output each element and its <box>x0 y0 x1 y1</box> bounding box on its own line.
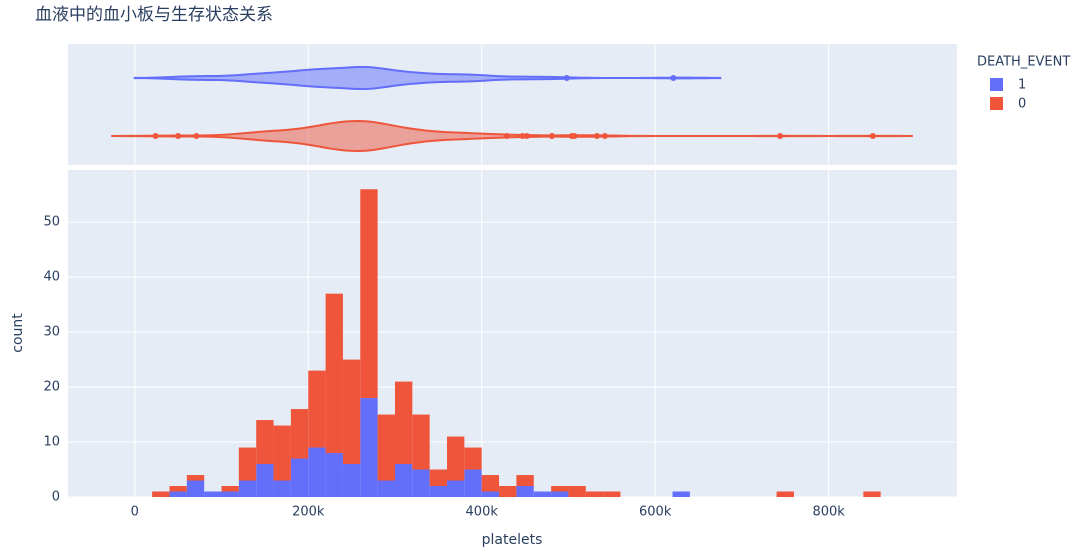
bar <box>308 447 326 497</box>
violin <box>133 65 722 91</box>
bar <box>256 420 274 465</box>
bar <box>377 414 395 481</box>
x-tick-label: 0 <box>131 505 139 520</box>
bar <box>516 486 534 497</box>
bar <box>394 464 413 497</box>
y-tick-label: 20 <box>43 380 60 395</box>
legend-label[interactable]: 1 <box>1018 78 1026 93</box>
bar <box>776 491 794 497</box>
violin-point <box>152 133 159 139</box>
bar <box>325 293 343 454</box>
bar <box>169 486 187 492</box>
bar <box>360 189 378 399</box>
legend-swatch[interactable] <box>990 97 1003 110</box>
bar <box>863 491 881 497</box>
bar <box>325 453 343 497</box>
bar <box>516 475 534 487</box>
bar <box>464 469 482 497</box>
y-tick-label: 30 <box>43 325 60 340</box>
violin-point <box>503 133 510 139</box>
y-tick-label: 50 <box>43 215 60 230</box>
bar <box>273 480 291 497</box>
bar <box>186 480 205 497</box>
bar <box>429 469 448 487</box>
bar <box>186 475 205 481</box>
bar <box>568 486 586 497</box>
bar <box>429 486 448 497</box>
violin-point <box>519 133 526 139</box>
bar <box>256 464 274 497</box>
bar <box>412 469 430 497</box>
bar <box>394 381 413 465</box>
violin-point <box>523 133 530 139</box>
bar <box>377 480 395 497</box>
y-tick-label: 40 <box>43 270 60 285</box>
y-tick-label: 0 <box>52 490 60 505</box>
violin-point <box>594 133 601 139</box>
bar <box>204 491 222 497</box>
bar <box>169 491 187 497</box>
bar <box>481 491 500 497</box>
x-tick-label: 400k <box>466 505 499 520</box>
bar <box>342 464 361 497</box>
bar <box>447 436 465 481</box>
x-axis-label: platelets <box>482 532 543 548</box>
bar <box>238 447 257 481</box>
violin-point <box>193 133 200 139</box>
bar <box>464 447 482 470</box>
bar <box>603 491 621 497</box>
x-tick-label: 600k <box>639 505 672 520</box>
bar <box>290 409 309 459</box>
chart-title: 血液中的血小板与生存状态关系 <box>35 5 273 25</box>
violin-point <box>777 133 784 139</box>
bar <box>499 486 517 497</box>
x-tick-label: 200k <box>292 505 325 520</box>
bar <box>585 491 604 497</box>
bar <box>342 359 361 465</box>
legend-label[interactable]: 0 <box>1018 97 1026 112</box>
plot-bg <box>68 170 957 497</box>
violin-point <box>175 133 182 139</box>
legend-title: DEATH_EVENT <box>977 55 1070 70</box>
bar <box>238 480 257 497</box>
y-axis-label: count <box>10 313 26 353</box>
violin-point <box>563 75 570 81</box>
violin-point <box>670 75 677 81</box>
bar <box>412 414 430 470</box>
bar <box>481 475 500 492</box>
violin-point <box>548 133 555 139</box>
violin <box>111 119 913 153</box>
bar <box>672 491 690 497</box>
legend-swatch[interactable] <box>990 78 1003 91</box>
bar <box>308 370 326 448</box>
bar <box>152 491 170 497</box>
violin-point <box>601 133 608 139</box>
violin-point <box>571 133 578 139</box>
bar <box>221 491 239 497</box>
bar <box>273 425 291 481</box>
bar <box>551 491 569 497</box>
marginal-plot-bg <box>68 44 957 165</box>
x-tick-label: 800k <box>812 505 845 520</box>
bar <box>533 491 552 497</box>
violin-point <box>869 133 876 139</box>
bar <box>551 486 569 492</box>
bar <box>447 480 465 497</box>
y-tick-label: 10 <box>43 435 60 450</box>
bar <box>290 458 309 497</box>
bar <box>360 398 378 497</box>
bar <box>221 486 239 492</box>
